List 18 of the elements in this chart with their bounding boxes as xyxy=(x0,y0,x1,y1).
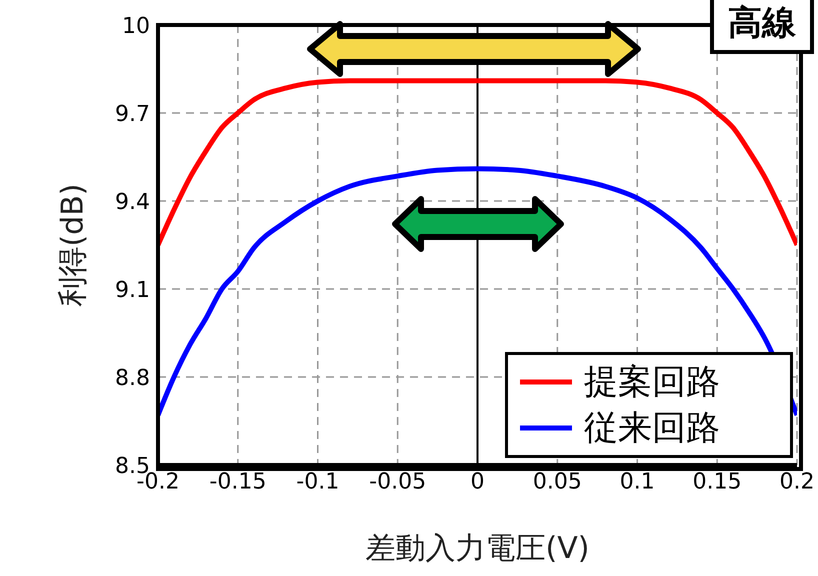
x-tick-label: 0.15 xyxy=(692,470,742,495)
x-tick-label: -0.15 xyxy=(209,470,266,495)
x-tick-label: -0.1 xyxy=(296,470,340,495)
x-tick-label: 0.05 xyxy=(532,470,582,495)
y-tick-label: 10 xyxy=(122,14,150,39)
x-tick-label: 0.1 xyxy=(620,470,655,495)
x-tick-label: 0.2 xyxy=(780,470,814,495)
y-tick-label: 8.8 xyxy=(115,366,150,391)
x-tick-label: 0 xyxy=(470,470,484,495)
legend-label: 提案回路 xyxy=(584,361,720,404)
x-tick-label: -0.05 xyxy=(369,470,426,495)
x-axis-title: 差動入力電圧(V) xyxy=(366,531,590,566)
y-axis-title: 利得(dB) xyxy=(56,183,91,307)
y-tick-label: 9.4 xyxy=(115,190,150,215)
annotation: 高線 xyxy=(710,0,814,54)
legend-label: 従来回路 xyxy=(584,407,720,450)
y-tick-label: 9.1 xyxy=(115,278,150,303)
y-tick-label: 9.7 xyxy=(115,102,150,127)
